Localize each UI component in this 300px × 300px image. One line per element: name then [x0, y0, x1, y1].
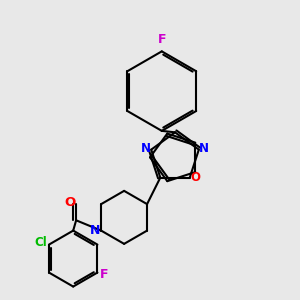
Text: N: N: [199, 142, 209, 155]
Text: Cl: Cl: [34, 236, 47, 249]
Text: F: F: [100, 268, 108, 281]
Text: O: O: [64, 196, 75, 209]
Text: O: O: [190, 171, 201, 184]
Text: N: N: [90, 224, 101, 237]
Text: F: F: [158, 33, 166, 46]
Text: N: N: [141, 142, 151, 155]
